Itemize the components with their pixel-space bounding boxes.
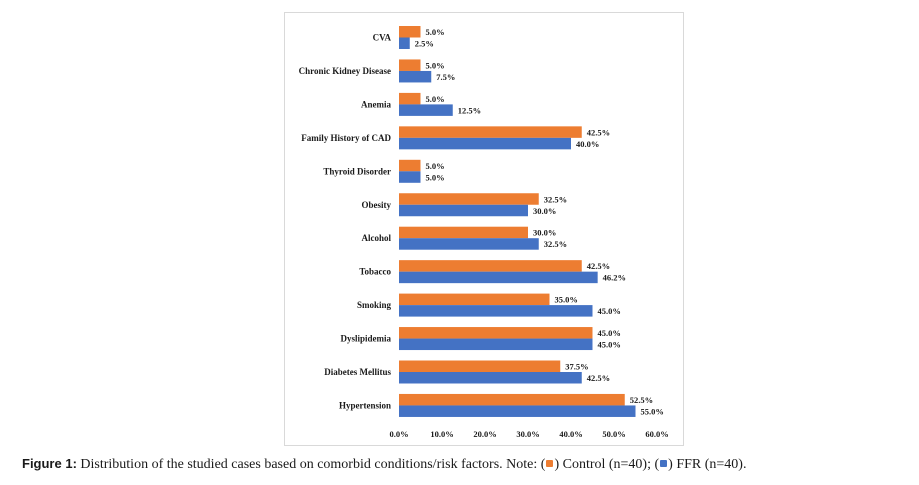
data-label-control-dyslipidemia: 45.0% (598, 328, 621, 338)
bar-ffr-obesity (399, 204, 528, 217)
data-label-ffr-obesity: 30.0% (533, 206, 556, 216)
data-label-control-smoking: 35.0% (555, 295, 578, 305)
category-label-thyroid-disorder: Thyroid Disorder (323, 166, 391, 176)
category-label-dyslipidemia: Dyslipidemia (340, 334, 391, 344)
x-tick-label: 20.0% (473, 429, 496, 439)
data-label-ffr-dyslipidemia: 45.0% (598, 340, 621, 350)
bar-control-anemia (399, 92, 421, 105)
bar-control-tobacco (399, 260, 582, 272)
category-label-diabetes-mellitus: Diabetes Mellitus (324, 367, 391, 377)
bar-control-obesity (399, 193, 539, 205)
x-tick-label: 60.0% (645, 429, 668, 439)
category-label-smoking: Smoking (357, 300, 392, 310)
category-label-alcohol: Alcohol (361, 233, 391, 243)
bar-ffr-alcohol (399, 238, 539, 250)
data-label-control-cva: 5.0% (426, 27, 445, 37)
control-legend-swatch-icon (546, 460, 554, 467)
caption-control-text: ) Control (n=40); ( (554, 457, 660, 472)
caption-ffr-text: ) FFR (n=40). (668, 457, 747, 472)
bar-control-dyslipidemia (399, 327, 593, 339)
x-tick-label: 0.0% (389, 429, 408, 439)
bar-control-thyroid-disorder (399, 159, 421, 172)
data-label-ffr-smoking: 45.0% (598, 306, 621, 316)
bar-ffr-smoking (399, 305, 593, 317)
chart-frame: CVA 5.0% 2.5% Chronic Kidney Disease 5.0% 7.5… (284, 12, 684, 446)
bar-control-hypertension (399, 393, 625, 406)
bar-control-diabetes-mellitus (399, 360, 561, 372)
data-label-control-obesity: 32.5% (544, 194, 567, 204)
data-label-ffr-tobacco: 46.2% (603, 273, 626, 283)
category-label-chronic-kidney-disease: Chronic Kidney Disease (299, 66, 391, 76)
data-label-control-diabetes-mellitus: 37.5% (565, 362, 588, 372)
data-label-ffr-anemia: 12.5% (458, 105, 481, 115)
category-label-family-history-of-cad: Family History of CAD (301, 133, 391, 143)
bar-ffr-hypertension (399, 405, 636, 417)
ffr-legend-swatch-icon (660, 460, 668, 467)
data-label-control-tobacco: 42.5% (587, 261, 610, 271)
bar-control-alcohol (399, 226, 528, 239)
x-tick-label: 30.0% (516, 429, 539, 439)
bar-chart: CVA 5.0% 2.5% Chronic Kidney Disease 5.0% 7.5… (299, 26, 669, 439)
bar-ffr-anemia (399, 104, 453, 116)
bar-ffr-dyslipidemia (399, 338, 593, 351)
bar-control-family-history-of-cad (399, 126, 582, 138)
category-label-obesity: Obesity (361, 200, 391, 210)
bar-control-chronic-kidney-disease (399, 59, 421, 71)
bar-ffr-thyroid-disorder (399, 171, 421, 183)
data-label-ffr-hypertension: 55.0% (641, 406, 664, 416)
category-label-cva: CVA (373, 33, 392, 43)
data-label-ffr-cva: 2.5% (415, 39, 434, 49)
data-label-ffr-family-history-of-cad: 40.0% (576, 139, 599, 149)
data-label-control-family-history-of-cad: 42.5% (587, 127, 610, 137)
bar-control-smoking (399, 293, 550, 306)
x-tick-label: 40.0% (559, 429, 582, 439)
caption-text: Distribution of the studied cases based … (76, 457, 546, 472)
figure-label: Figure 1: (22, 456, 77, 471)
bar-control-cva (399, 26, 421, 38)
data-label-control-anemia: 5.0% (426, 94, 445, 104)
category-label-hypertension: Hypertension (339, 400, 391, 410)
data-label-control-chronic-kidney-disease: 5.0% (426, 60, 445, 70)
x-tick-label: 50.0% (602, 429, 625, 439)
data-label-ffr-thyroid-disorder: 5.0% (426, 172, 445, 182)
category-label-tobacco: Tobacco (359, 267, 391, 277)
data-label-control-hypertension: 52.5% (630, 395, 653, 405)
bar-ffr-diabetes-mellitus (399, 372, 582, 384)
x-tick-label: 10.0% (430, 429, 453, 439)
data-label-control-thyroid-disorder: 5.0% (426, 161, 445, 171)
data-label-ffr-alcohol: 32.5% (544, 239, 567, 249)
data-label-ffr-diabetes-mellitus: 42.5% (587, 373, 610, 383)
bar-ffr-tobacco (399, 271, 598, 284)
category-label-anemia: Anemia (361, 99, 391, 109)
figure-caption: Figure 1: Distribution of the studied ca… (22, 456, 912, 473)
bar-ffr-chronic-kidney-disease (399, 70, 432, 83)
data-label-control-alcohol: 30.0% (533, 228, 556, 238)
bar-ffr-family-history-of-cad (399, 137, 571, 150)
bar-ffr-cva (399, 37, 410, 49)
data-label-ffr-chronic-kidney-disease: 7.5% (436, 72, 455, 82)
